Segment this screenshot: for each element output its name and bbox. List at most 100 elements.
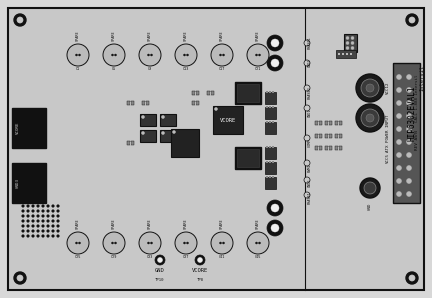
Text: PWM1: PWM1 xyxy=(308,164,312,172)
Circle shape xyxy=(150,54,152,56)
Circle shape xyxy=(42,225,44,227)
Circle shape xyxy=(32,205,34,207)
Circle shape xyxy=(42,230,44,232)
Bar xyxy=(324,134,327,138)
Bar xyxy=(265,177,276,189)
Circle shape xyxy=(22,210,24,212)
Circle shape xyxy=(304,177,310,183)
Circle shape xyxy=(103,44,125,66)
Circle shape xyxy=(14,14,26,26)
Circle shape xyxy=(184,54,185,56)
Circle shape xyxy=(150,242,152,244)
Text: S/N: S/N xyxy=(415,129,419,137)
Bar xyxy=(272,106,274,108)
Bar xyxy=(266,121,268,123)
Circle shape xyxy=(27,205,29,207)
Text: SPARE: SPARE xyxy=(220,30,224,41)
Circle shape xyxy=(22,235,24,237)
Bar xyxy=(194,102,196,105)
Text: GND2: GND2 xyxy=(308,59,312,67)
Circle shape xyxy=(397,179,401,184)
Circle shape xyxy=(351,41,354,44)
Circle shape xyxy=(47,220,49,222)
Circle shape xyxy=(67,44,89,66)
Bar xyxy=(235,147,261,169)
Bar xyxy=(318,134,321,138)
Circle shape xyxy=(37,225,39,227)
Circle shape xyxy=(407,88,412,92)
Bar xyxy=(266,146,268,148)
Circle shape xyxy=(17,17,23,23)
Circle shape xyxy=(397,139,401,145)
Circle shape xyxy=(397,114,401,119)
Bar xyxy=(269,91,271,93)
Bar xyxy=(191,91,194,95)
Circle shape xyxy=(47,210,49,212)
Bar xyxy=(334,134,337,138)
Bar xyxy=(343,34,356,52)
Circle shape xyxy=(222,242,225,244)
Circle shape xyxy=(52,215,54,217)
Circle shape xyxy=(22,225,24,227)
Bar xyxy=(266,106,268,108)
Circle shape xyxy=(219,242,222,244)
Circle shape xyxy=(57,210,59,212)
Circle shape xyxy=(47,225,49,227)
Text: GND: GND xyxy=(155,268,165,272)
Bar xyxy=(12,108,46,148)
Circle shape xyxy=(351,36,354,40)
Bar xyxy=(265,107,276,119)
Circle shape xyxy=(142,116,144,119)
Bar xyxy=(272,146,274,148)
Bar xyxy=(269,106,271,108)
Circle shape xyxy=(215,108,217,111)
Circle shape xyxy=(397,153,401,158)
Circle shape xyxy=(111,54,114,56)
Text: C33: C33 xyxy=(147,255,153,259)
Circle shape xyxy=(397,88,401,92)
Text: SPARE: SPARE xyxy=(220,218,224,229)
Bar xyxy=(318,146,321,150)
Bar xyxy=(324,121,327,125)
Text: SPARE: SPARE xyxy=(112,30,116,41)
Circle shape xyxy=(27,235,29,237)
Circle shape xyxy=(407,139,412,145)
Text: GND1: GND1 xyxy=(308,109,312,117)
Text: VCORE: VCORE xyxy=(192,268,208,272)
Text: C5: C5 xyxy=(112,67,116,71)
Circle shape xyxy=(32,230,34,232)
Circle shape xyxy=(407,165,412,170)
Circle shape xyxy=(47,205,49,207)
Circle shape xyxy=(406,14,418,26)
Circle shape xyxy=(409,17,415,23)
Circle shape xyxy=(361,79,379,97)
Bar xyxy=(272,161,274,163)
Circle shape xyxy=(356,74,384,102)
Circle shape xyxy=(258,242,260,244)
Text: C21: C21 xyxy=(255,67,261,71)
Bar xyxy=(266,91,268,93)
Text: PHASE1: PHASE1 xyxy=(308,192,312,204)
Circle shape xyxy=(32,235,34,237)
Text: SPARE: SPARE xyxy=(76,218,80,229)
Text: C13: C13 xyxy=(183,67,189,71)
Circle shape xyxy=(267,55,283,71)
Circle shape xyxy=(356,104,384,132)
Circle shape xyxy=(47,215,49,217)
Bar xyxy=(127,101,130,105)
Circle shape xyxy=(271,39,279,47)
Circle shape xyxy=(57,215,59,217)
Text: SPARE: SPARE xyxy=(184,218,188,229)
Circle shape xyxy=(147,54,149,56)
Circle shape xyxy=(76,242,77,244)
Text: SPARE: SPARE xyxy=(256,30,260,41)
Bar xyxy=(266,176,268,178)
Circle shape xyxy=(22,205,24,207)
Bar xyxy=(160,114,176,126)
Bar xyxy=(324,146,327,150)
Circle shape xyxy=(32,215,34,217)
Circle shape xyxy=(175,44,197,66)
Bar xyxy=(328,134,331,138)
Circle shape xyxy=(52,220,54,222)
Circle shape xyxy=(27,220,29,222)
